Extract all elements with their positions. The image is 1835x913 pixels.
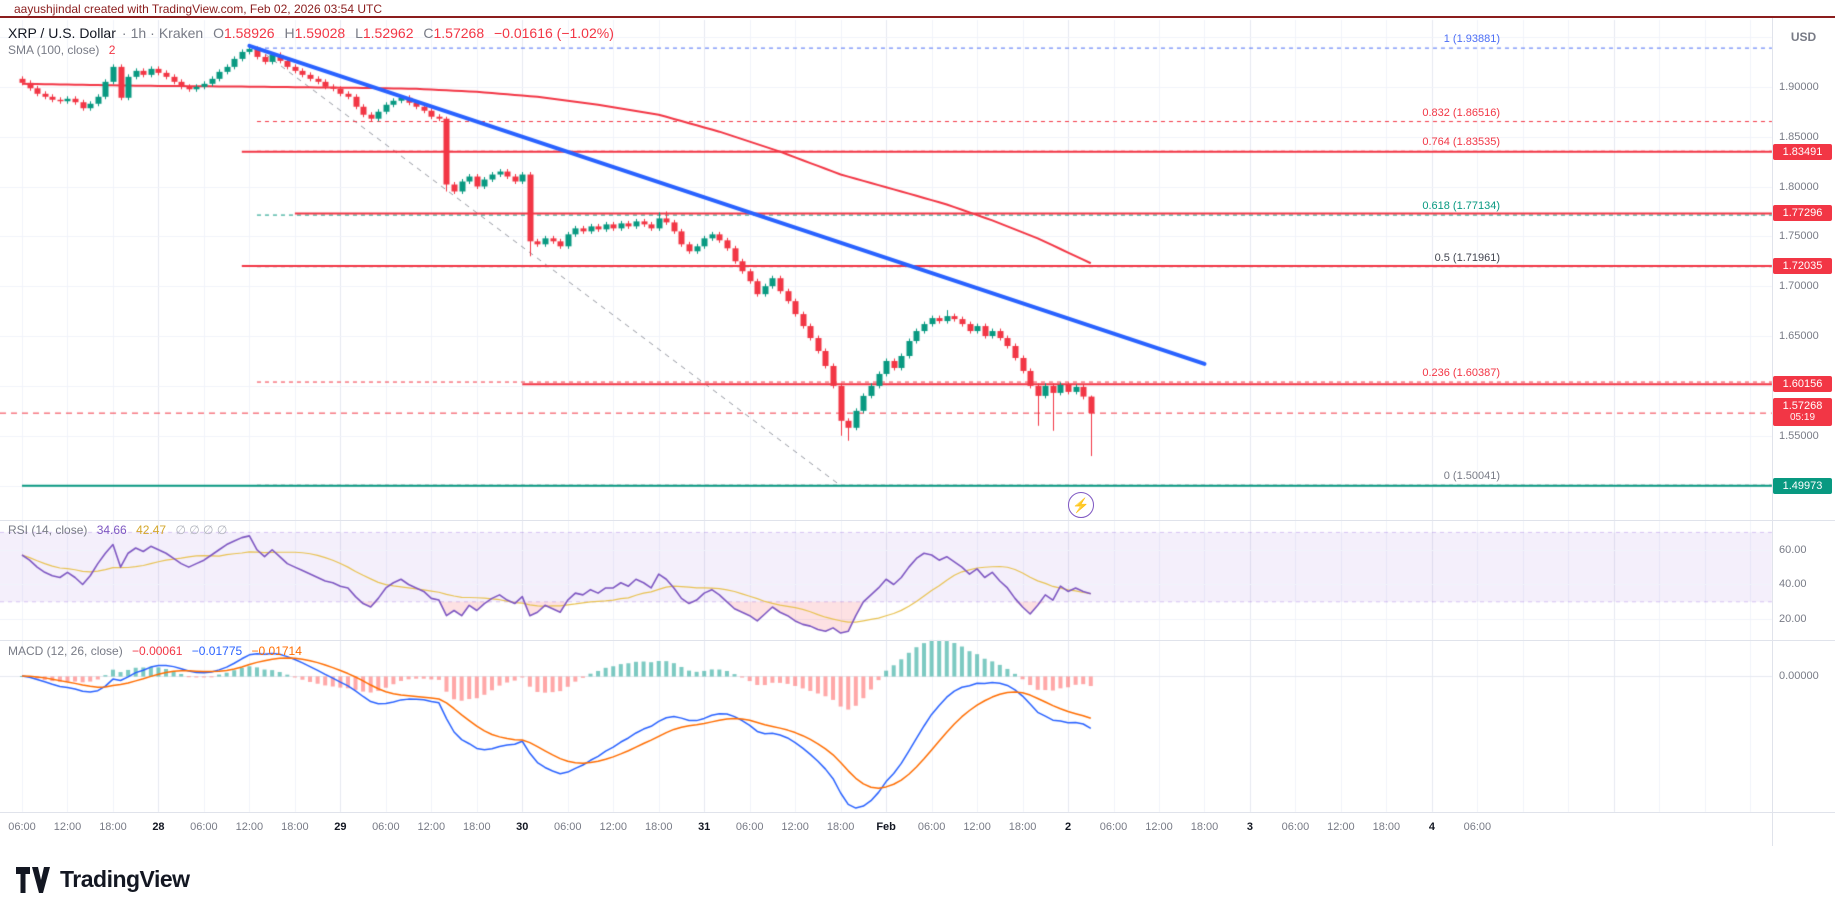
low-label: L (355, 25, 363, 41)
rsi-axis-label: 20.00 (1779, 613, 1807, 626)
price-axis-label: 1.65000 (1779, 330, 1819, 343)
symbol-name[interactable]: XRP / U.S. Dollar (8, 25, 116, 41)
time-axis-label: 30 (516, 821, 529, 833)
exchange-label: Kraken (158, 25, 204, 41)
time-axis-label: Feb (876, 821, 896, 833)
attribution-bar: aayushjindal created with TradingView.co… (0, 0, 1835, 18)
time-axis-label: 18:00 (281, 821, 309, 833)
price-axis-label: 1.80000 (1779, 180, 1819, 193)
price-line-badge: 1.72035 (1773, 257, 1832, 274)
time-axis-label: 06:00 (1099, 821, 1128, 833)
sma-legend[interactable]: SMA (100, close) 2 (8, 43, 115, 57)
time-axis-label: 06:00 (190, 821, 218, 833)
pane-separator[interactable] (0, 520, 1835, 521)
interval-label[interactable]: 1h (130, 25, 147, 41)
time-axis-label: 29 (334, 821, 347, 833)
rsi-hidden-values: ∅ ∅ ∅ ∅ (175, 523, 228, 537)
macd-legend[interactable]: MACD (12, 26, close) −0.00061 −0.01775 −… (8, 644, 302, 658)
time-axis-label: 18:00 (1190, 821, 1219, 833)
sma-label: SMA (100, close) (8, 43, 100, 57)
close-value: 1.57268 (433, 25, 485, 41)
high-value: 1.59028 (294, 25, 346, 41)
time-axis-label: 31 (698, 821, 711, 833)
price-axis-label: 1.70000 (1779, 280, 1819, 293)
time-axis-label: 18:00 (644, 821, 673, 833)
time-axis-label: 3 (1246, 821, 1254, 833)
time-axis-label: 2 (1064, 821, 1072, 833)
time-axis-label: 06:00 (1281, 821, 1310, 833)
time-axis-label: 06:00 (553, 821, 582, 833)
time-axis-label: 12:00 (235, 821, 264, 833)
time-axis-label: 12:00 (1327, 821, 1355, 833)
pane-separator[interactable] (0, 640, 1835, 641)
bar-countdown: 05:19 (1789, 412, 1816, 424)
tradingview-logo-icon[interactable] (16, 866, 50, 893)
high-label: H (284, 25, 295, 41)
rsi-title: RSI (14, close) (8, 523, 88, 537)
open-label: O (213, 25, 224, 41)
time-axis-label: 12:00 (53, 821, 82, 833)
flash-icon-button[interactable]: ⚡ (1068, 492, 1094, 518)
time-axis-label: 12:00 (781, 821, 809, 833)
macd-histogram-value: −0.00061 (132, 644, 183, 658)
time-axis-label: 12:00 (417, 821, 446, 833)
flash-icon: ⚡ (1072, 497, 1090, 513)
time-axis[interactable]: 06:00 12:00 18:00 28 06:00 12:00 18:00 29 06:00 1… (0, 812, 1772, 846)
price-axis-label: 1.85000 (1779, 130, 1819, 143)
attribution-text: aayushjindal created with TradingView.co… (14, 2, 382, 16)
currency-label: USD (1790, 30, 1817, 44)
macd-title: MACD (12, 26, close) (8, 644, 123, 658)
time-axis-label: 06:00 (372, 821, 400, 833)
symbol-legend: XRP / U.S. Dollar · 1h · Kraken O1.58926 H1.… (8, 25, 614, 41)
rsi-legend[interactable]: RSI (14, close) 34.66 42.47 ∅ ∅ ∅ ∅ (8, 523, 227, 537)
time-axis-label: 18:00 (826, 821, 855, 833)
dot-separator: · (121, 25, 127, 41)
time-axis-label: 18:00 (1372, 821, 1401, 833)
price-line-badge: 1.49973 (1773, 477, 1832, 494)
time-axis-label: 12:00 (963, 821, 991, 833)
dot-separator: · (150, 25, 155, 41)
last-price-badge: 1.57268 05:19 (1773, 398, 1832, 427)
price-axis-label: 1.75000 (1779, 230, 1819, 243)
time-axis-label: 4 (1428, 821, 1435, 833)
macd-signal-value: −0.01714 (251, 644, 302, 658)
price-line-badge: 1.77296 (1773, 205, 1832, 222)
change-value: −0.01616 (−1.02%) (494, 25, 614, 41)
price-axis-label: 1.55000 (1779, 429, 1819, 442)
price-line-badge: 1.60156 (1773, 376, 1832, 393)
time-axis-label: 18:00 (99, 821, 127, 833)
time-axis-label: 28 (152, 821, 165, 833)
rsi-axis-label: 60.00 (1779, 543, 1807, 556)
rsi-value: 34.66 (96, 523, 127, 537)
footer-bar: TradingView (0, 846, 1835, 913)
sma-value: 2 (108, 43, 116, 57)
pane-separator (0, 812, 1835, 813)
time-axis-label: 18:00 (463, 821, 491, 833)
price-axis-border (1772, 18, 1773, 846)
tradingview-wordmark[interactable]: TradingView (60, 866, 190, 892)
low-value: 1.52962 (362, 25, 414, 41)
time-axis-label: 06:00 (917, 821, 946, 833)
time-axis-label: 06:00 (735, 821, 764, 833)
time-axis-label: 18:00 (1008, 821, 1037, 833)
open-value: 1.58926 (223, 25, 275, 41)
time-axis-label: 12:00 (599, 821, 627, 833)
price-line-badge: 1.83491 (1773, 143, 1832, 160)
rsi-ma-value: 42.47 (136, 523, 167, 537)
macd-axis-label: 0.00000 (1779, 670, 1819, 682)
rsi-axis-label: 40.00 (1779, 578, 1807, 591)
price-axis[interactable]: USD 1.90000 1.85000 1.80000 1.75000 1.70000 1… (1772, 0, 1835, 846)
time-axis-label: 12:00 (1145, 821, 1173, 833)
time-axis-label: 06:00 (1463, 821, 1492, 833)
close-label: C (423, 25, 434, 41)
time-axis-label: 06:00 (8, 821, 36, 833)
price-axis-label: 1.90000 (1779, 80, 1819, 93)
macd-line-value: −0.01775 (191, 644, 243, 658)
